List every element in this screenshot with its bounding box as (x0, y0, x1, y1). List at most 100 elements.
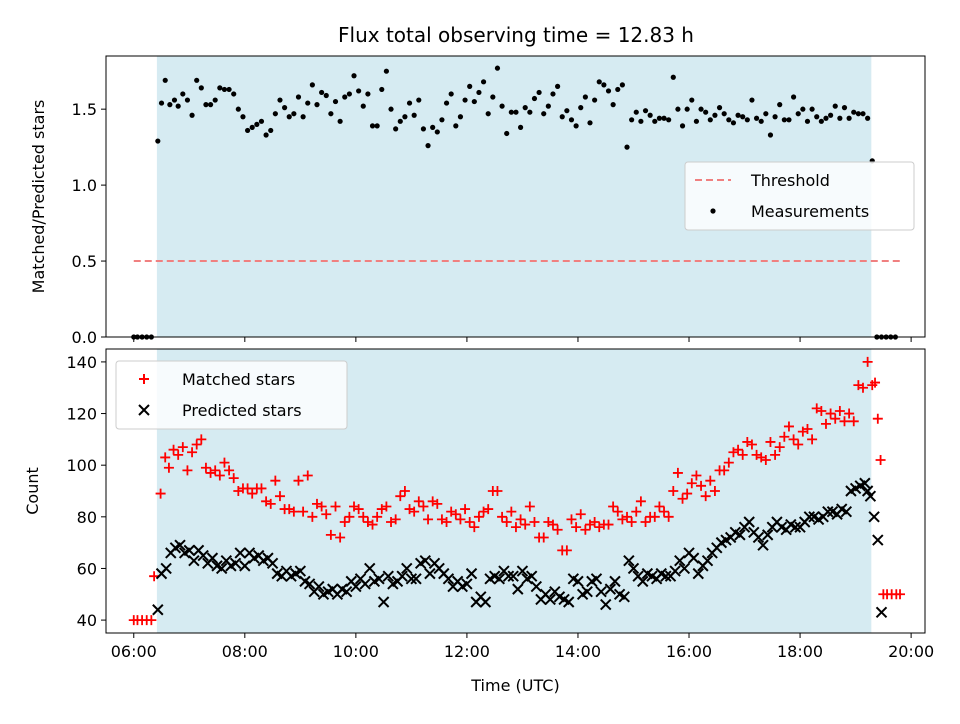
predicted-star-point (183, 544, 195, 557)
matched-star-point (746, 439, 757, 450)
measurement-point (619, 82, 625, 88)
matched-star-point (816, 405, 827, 416)
measurement-point (180, 91, 186, 97)
matched-star-point (783, 421, 794, 432)
matched-star-point (256, 483, 267, 494)
predicted-star-point (350, 580, 362, 593)
predicted-star-point (701, 555, 714, 567)
measurement-point (707, 117, 713, 123)
measurement-point (286, 114, 292, 120)
measurement-point (749, 97, 755, 103)
matched-star-point (524, 501, 535, 512)
matched-star-point (423, 514, 434, 525)
matched-star-point (691, 470, 702, 481)
measurement-point (795, 111, 801, 117)
measurement-point (490, 94, 496, 100)
y-tick-label: 120 (66, 405, 97, 424)
measurement-point (388, 106, 394, 112)
measurement-point (212, 97, 218, 103)
measurement-point (712, 112, 718, 118)
matched-star-point (460, 504, 471, 515)
measurement-point (231, 91, 237, 97)
measurement-point (837, 115, 843, 121)
measurement-point (517, 124, 524, 130)
measurement-point (356, 88, 362, 94)
matched-star-point (353, 504, 364, 515)
measurement-point (615, 86, 621, 93)
predicted-star-point (512, 583, 524, 595)
matched-star-point (182, 465, 193, 476)
legend-matched-swatch (139, 374, 149, 384)
measurement-point (513, 109, 519, 115)
measurement-point (666, 117, 672, 123)
matched-star-point (330, 501, 341, 512)
predicted-star-point (373, 573, 385, 585)
measurement-point (295, 94, 302, 100)
matched-star-point (146, 615, 157, 626)
matched-star-point (450, 509, 461, 520)
predicted-star-point (442, 573, 455, 585)
y-axis-label: Matched/Predicted stars (29, 100, 48, 294)
predicted-star-point (872, 534, 884, 546)
predicted-star-point (234, 547, 246, 559)
matched-star-point (603, 519, 614, 530)
matched-star-point (733, 444, 744, 455)
matched-star-point (770, 449, 781, 460)
matched-star-point (418, 501, 429, 512)
matched-star-point (700, 491, 711, 502)
measurement-point (351, 73, 357, 79)
predicted-star-point (493, 573, 506, 585)
measurement-point (642, 108, 649, 114)
measurement-point (337, 118, 343, 124)
predicted-star-point (678, 562, 691, 575)
predicted-star-point (303, 578, 316, 590)
measurement-point (804, 118, 811, 124)
predicted-star-point (868, 511, 880, 523)
measurement-point (781, 117, 787, 123)
x-tick-label: 16:00 (666, 642, 712, 661)
matched-star-point (298, 506, 309, 517)
predicted-star-point (152, 604, 164, 616)
predicted-star-point (875, 606, 888, 619)
matched-star-point (682, 488, 693, 499)
predicted-star-point (859, 477, 871, 489)
x-tick-label: 20:00 (888, 642, 934, 661)
predicted-star-point (761, 529, 774, 541)
matched-star-point (335, 532, 346, 543)
measurement-point (162, 77, 168, 83)
measurement-point (652, 118, 658, 124)
matched-star-point (788, 434, 799, 445)
measurement-point (393, 126, 399, 132)
measurement-point (448, 91, 454, 97)
predicted-star-point (313, 580, 325, 593)
matched-star-point (552, 524, 563, 535)
legend: Threshold Measurements (684, 161, 915, 231)
measurement-point (661, 115, 667, 121)
matched-star-point (571, 522, 582, 533)
matched-star-point (848, 416, 859, 427)
matched-star-point (274, 491, 285, 502)
measurement-point (277, 97, 283, 103)
x-tick-label: 12:00 (444, 642, 490, 661)
matched-star-point (168, 444, 179, 455)
measurement-point (244, 127, 251, 134)
measurement-point (217, 85, 223, 91)
measurement-point (494, 65, 501, 71)
predicted-star-point (757, 539, 769, 551)
y-tick-label: 140 (66, 353, 97, 372)
matched-star-point (820, 418, 831, 429)
matched-star-point (455, 514, 466, 525)
chart-title: Flux total observing time = 12.83 h (338, 23, 694, 47)
measurement-point (282, 105, 288, 111)
predicted-star-point (604, 583, 617, 595)
matched-star-point (677, 493, 688, 504)
predicted-star-point (609, 575, 621, 588)
flux-ratio-panel: 0.0 0.5 1.0 1.5 Matched/Predicted stars Thres… (29, 55, 926, 347)
predicted-star-point (803, 511, 816, 523)
measurement-point (716, 105, 723, 111)
legend-label: Measurements (751, 202, 869, 221)
measurement-point (453, 123, 459, 129)
measurement-point (374, 123, 380, 129)
measurement-point (527, 109, 533, 115)
matched-star-point (196, 434, 207, 445)
